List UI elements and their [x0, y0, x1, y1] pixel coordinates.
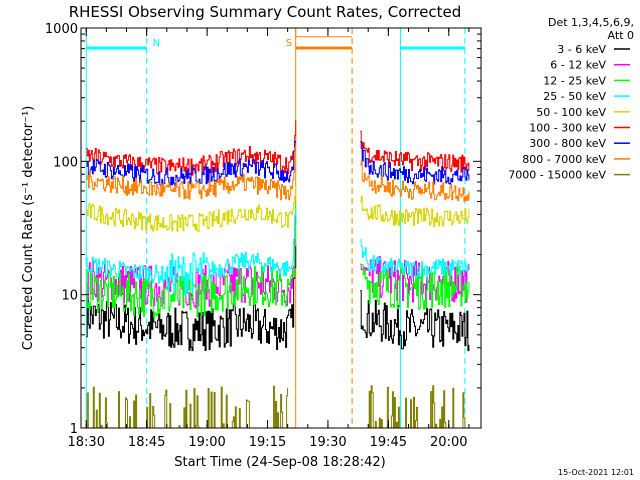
legend-label: 3 - 6 keV	[557, 43, 606, 56]
x-tick-label: 18:30	[68, 435, 105, 450]
series-line	[360, 263, 470, 310]
series-line	[360, 290, 470, 352]
annotation-label: N	[153, 38, 160, 49]
legend-label: 800 - 7000 keV	[522, 153, 606, 166]
legend-label: 300 - 800 keV	[529, 137, 606, 150]
x-tick-label: 19:15	[249, 435, 286, 450]
legend-label: 6 - 12 keV	[550, 59, 606, 72]
x-axis-label: Start Time (24-Sep-08 18:28:42)	[174, 455, 385, 470]
x-tick-label: 19:30	[309, 435, 346, 450]
annotation-label: S	[286, 38, 292, 49]
series-line	[86, 202, 297, 319]
legend-header: Det 1,3,4,5,6,9,Att 0	[548, 16, 634, 42]
series-line	[295, 28, 353, 38]
legend-header-line: Det 1,3,4,5,6,9,	[548, 16, 634, 29]
chart-title: RHESSI Observing Summary Count Rates, Co…	[69, 3, 462, 21]
series-layer	[86, 28, 470, 429]
series-line	[360, 195, 470, 228]
x-tick-label: 19:00	[188, 435, 225, 450]
legend: 3 - 6 keV 6 - 12 keV 12 - 25 keV 25 - 50 ke…	[508, 43, 630, 182]
series-line	[86, 141, 297, 187]
series-line	[360, 130, 470, 173]
x-tick-label: 20:00	[430, 435, 467, 450]
x-tick-label: 19:45	[370, 435, 407, 450]
legend-label: 25 - 50 keV	[543, 90, 606, 103]
series-line	[360, 141, 470, 185]
legend-header-line: Att 0	[608, 29, 634, 42]
y-tick-label: 1000	[45, 22, 78, 37]
series-line	[360, 160, 470, 202]
legend-label: 7000 - 15000 keV	[508, 169, 606, 182]
x-axis: 18:30 18:45 19:00 19:15 19:30 19:45 20:00	[68, 28, 470, 450]
series-line	[86, 145, 297, 201]
x-tick-label: 18:45	[128, 435, 165, 450]
legend-label: 12 - 25 keV	[543, 74, 606, 87]
series-line	[86, 245, 297, 352]
plot-frame	[80, 27, 482, 429]
series-line	[86, 208, 297, 296]
series-line	[86, 385, 289, 429]
footer-date: 15-Oct-2021 12:01	[558, 468, 634, 477]
y-tick-label: 100	[53, 155, 78, 170]
y-axis-label: Corrected Count Rate (s⁻¹ detector⁻¹)	[21, 106, 36, 351]
legend-label: 100 - 300 keV	[529, 122, 606, 135]
y-tick-label: 10	[61, 289, 78, 304]
series-line	[86, 184, 297, 233]
y-axis: 1 10 100 1000	[45, 22, 481, 437]
series-line	[368, 385, 469, 429]
y-tick-label: 1	[70, 422, 78, 437]
series-line	[360, 239, 470, 279]
legend-label: 50 - 100 keV	[536, 106, 606, 119]
